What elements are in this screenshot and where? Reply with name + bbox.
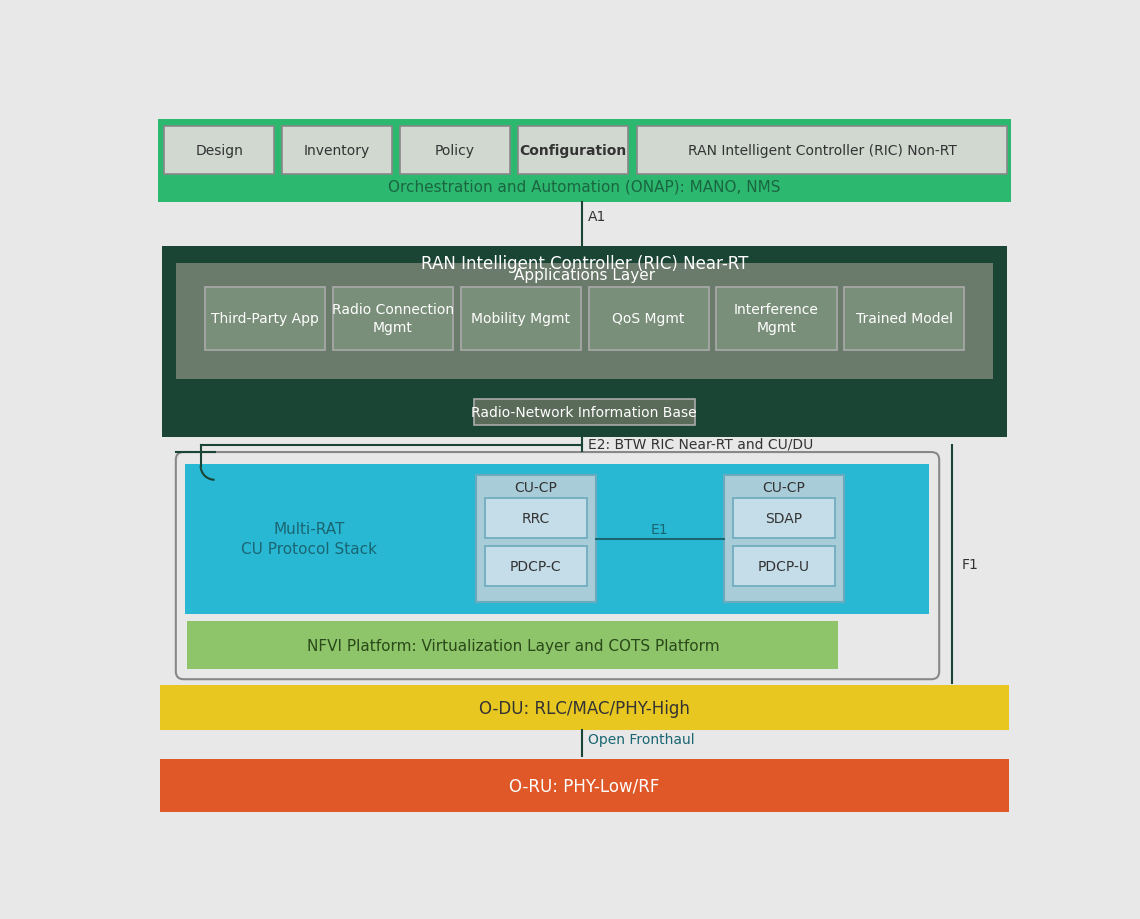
Text: E1: E1 bbox=[651, 523, 669, 537]
FancyBboxPatch shape bbox=[400, 127, 510, 175]
Text: CU-CP: CU-CP bbox=[514, 481, 557, 495]
FancyBboxPatch shape bbox=[461, 287, 580, 350]
FancyBboxPatch shape bbox=[484, 547, 587, 586]
Text: Interference
Mgmt: Interference Mgmt bbox=[734, 302, 819, 335]
FancyBboxPatch shape bbox=[637, 127, 1008, 175]
Text: O-DU: RLC/MAC/PHY-High: O-DU: RLC/MAC/PHY-High bbox=[479, 699, 690, 717]
FancyBboxPatch shape bbox=[845, 287, 964, 350]
Text: CU-CP: CU-CP bbox=[763, 481, 805, 495]
Text: QoS Mgmt: QoS Mgmt bbox=[612, 312, 685, 325]
Text: Radio-Network Information Base: Radio-Network Information Base bbox=[472, 405, 697, 420]
Text: SDAP: SDAP bbox=[765, 512, 803, 526]
Text: PDCP-U: PDCP-U bbox=[758, 560, 809, 573]
Text: Radio Connection
Mgmt: Radio Connection Mgmt bbox=[332, 302, 454, 335]
Text: NFVI Platform: Virtualization Layer and COTS Platform: NFVI Platform: Virtualization Layer and … bbox=[307, 638, 719, 653]
FancyBboxPatch shape bbox=[475, 476, 596, 603]
FancyBboxPatch shape bbox=[518, 127, 628, 175]
Text: RAN Intelligent Controller (RIC) Near-RT: RAN Intelligent Controller (RIC) Near-RT bbox=[421, 255, 748, 273]
Text: F1: F1 bbox=[962, 558, 978, 572]
FancyBboxPatch shape bbox=[162, 247, 1007, 438]
Text: Policy: Policy bbox=[434, 144, 475, 158]
FancyBboxPatch shape bbox=[160, 759, 1009, 812]
FancyBboxPatch shape bbox=[333, 287, 453, 350]
Text: RAN Intelligent Controller (RIC) Non-RT: RAN Intelligent Controller (RIC) Non-RT bbox=[687, 144, 956, 158]
Text: Orchestration and Automation (ONAP): MANO, NMS: Orchestration and Automation (ONAP): MAN… bbox=[388, 180, 781, 195]
Text: Configuration: Configuration bbox=[519, 144, 626, 158]
FancyBboxPatch shape bbox=[716, 287, 837, 350]
FancyBboxPatch shape bbox=[164, 127, 275, 175]
Text: Third-Party App: Third-Party App bbox=[211, 312, 319, 325]
Text: A1: A1 bbox=[588, 210, 606, 223]
FancyBboxPatch shape bbox=[176, 264, 993, 380]
FancyBboxPatch shape bbox=[160, 686, 1009, 731]
FancyBboxPatch shape bbox=[282, 127, 392, 175]
FancyBboxPatch shape bbox=[187, 622, 838, 669]
FancyBboxPatch shape bbox=[185, 464, 929, 614]
Text: Design: Design bbox=[195, 144, 243, 158]
FancyBboxPatch shape bbox=[733, 499, 834, 539]
Text: O-RU: PHY-Low/RF: O-RU: PHY-Low/RF bbox=[510, 777, 659, 795]
FancyBboxPatch shape bbox=[733, 547, 834, 586]
Text: Mobility Mgmt: Mobility Mgmt bbox=[471, 312, 570, 325]
FancyBboxPatch shape bbox=[588, 287, 709, 350]
FancyBboxPatch shape bbox=[724, 476, 844, 603]
FancyBboxPatch shape bbox=[484, 499, 587, 539]
Text: Inventory: Inventory bbox=[304, 144, 370, 158]
Text: RRC: RRC bbox=[522, 512, 549, 526]
Text: E2: BTW RIC Near-RT and CU/DU: E2: BTW RIC Near-RT and CU/DU bbox=[588, 437, 813, 451]
Text: Trained Model: Trained Model bbox=[856, 312, 953, 325]
Text: Applications Layer: Applications Layer bbox=[514, 267, 655, 282]
Text: PDCP-C: PDCP-C bbox=[510, 560, 562, 573]
FancyBboxPatch shape bbox=[474, 400, 694, 425]
FancyBboxPatch shape bbox=[205, 287, 325, 350]
Text: Open Fronthaul: Open Fronthaul bbox=[588, 732, 694, 746]
FancyBboxPatch shape bbox=[158, 119, 1010, 202]
Text: Multi-RAT
CU Protocol Stack: Multi-RAT CU Protocol Stack bbox=[242, 522, 377, 557]
